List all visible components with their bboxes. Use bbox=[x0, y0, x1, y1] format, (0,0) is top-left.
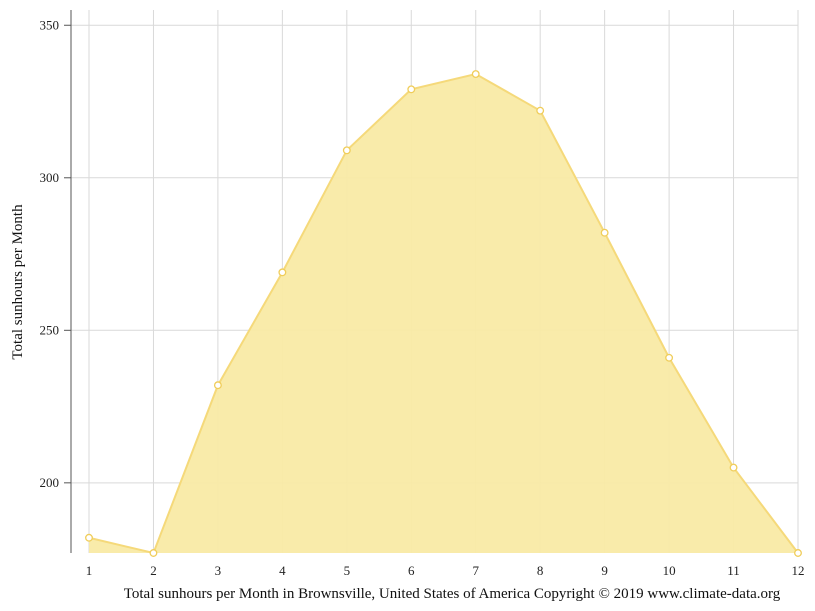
axes bbox=[64, 10, 72, 553]
x-tick-labels: 1 2 3 4 5 6 7 8 9 10 11 12 bbox=[86, 563, 805, 578]
data-point bbox=[213, 381, 222, 390]
data-point bbox=[471, 70, 480, 79]
x-tick-label: 3 bbox=[215, 563, 222, 578]
chart-caption: Total sunhours per Month in Brownsville,… bbox=[124, 586, 781, 602]
data-point bbox=[600, 228, 609, 237]
x-tick-label: 6 bbox=[408, 563, 415, 578]
x-tick-label: 10 bbox=[663, 563, 676, 578]
x-tick-label: 11 bbox=[727, 563, 740, 578]
y-tick-label: 250 bbox=[40, 322, 60, 337]
data-point bbox=[342, 146, 351, 155]
data-point bbox=[665, 353, 674, 362]
data-point bbox=[278, 268, 287, 277]
y-tick-labels: 200 250 300 350 bbox=[40, 17, 60, 490]
data-point bbox=[407, 85, 416, 94]
y-tick-label: 350 bbox=[40, 17, 60, 32]
data-point bbox=[85, 533, 93, 542]
area-fill bbox=[89, 74, 798, 553]
x-tick-label: 8 bbox=[537, 563, 544, 578]
y-tick-label: 300 bbox=[40, 170, 60, 185]
y-tick-label: 200 bbox=[40, 475, 60, 490]
x-tick-label: 1 bbox=[86, 563, 93, 578]
x-tick-label: 12 bbox=[792, 563, 805, 578]
x-tick-label: 9 bbox=[601, 563, 608, 578]
data-point bbox=[536, 106, 545, 115]
x-tick-label: 5 bbox=[344, 563, 351, 578]
x-tick-label: 4 bbox=[279, 563, 286, 578]
data-point bbox=[149, 549, 158, 557]
x-tick-label: 7 bbox=[472, 563, 479, 578]
y-axis-title: Total sunhours per Month bbox=[10, 204, 26, 360]
area-series bbox=[88, 72, 799, 555]
data-points bbox=[85, 70, 802, 557]
series-line bbox=[88, 72, 799, 555]
data-point bbox=[729, 463, 738, 472]
x-tick-label: 2 bbox=[150, 563, 157, 578]
data-point bbox=[794, 549, 802, 557]
